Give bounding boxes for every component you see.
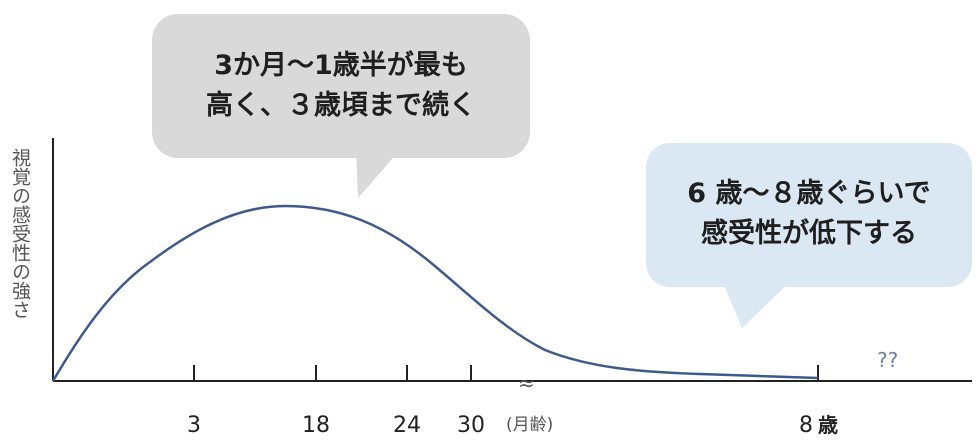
annotation-decline-text: 6 歳〜８歳ぐらいで 感受性が低下する: [646, 174, 972, 254]
annotation-decline-line-1: 6 歳〜８歳ぐらいで: [687, 178, 931, 209]
tick-label-3: 3: [187, 413, 201, 438]
annotation-bubble-decline-body: [646, 143, 972, 287]
annotation-peak-line-2: 高く、３歳頃まで続く: [206, 90, 476, 121]
x-unit-years: 歳: [818, 413, 838, 437]
annotation-peak-line-1: 3か月〜1歳半が最も: [214, 50, 468, 81]
annotation-decline-line-2: 感受性が低下する: [701, 218, 917, 249]
y-axis-label: 視覚の感受性の強さ: [9, 148, 31, 319]
annotation-peak-text: 3か月〜1歳半が最も 高く、３歳頃まで続く: [152, 46, 530, 126]
annotation-bubble-peak-tail: [356, 150, 400, 198]
x-unit-months: (月齢): [506, 415, 553, 435]
annotation-bubble-peak: [152, 14, 530, 198]
tick-label-18: 18: [302, 413, 330, 438]
series-line-sensitivity: [51, 204, 819, 382]
tick-label-8: 8: [799, 413, 813, 438]
tick-label-30: 30: [457, 413, 485, 438]
unknown-marker: ??: [877, 348, 898, 372]
annotation-bubble-decline: [646, 143, 972, 328]
axis-break-marker: ≈: [518, 371, 535, 395]
annotation-bubble-peak-body: [152, 14, 530, 158]
annotation-bubble-decline-tail: [722, 280, 792, 328]
x-axis-ticks: [193, 365, 819, 381]
tick-label-24: 24: [393, 413, 421, 438]
